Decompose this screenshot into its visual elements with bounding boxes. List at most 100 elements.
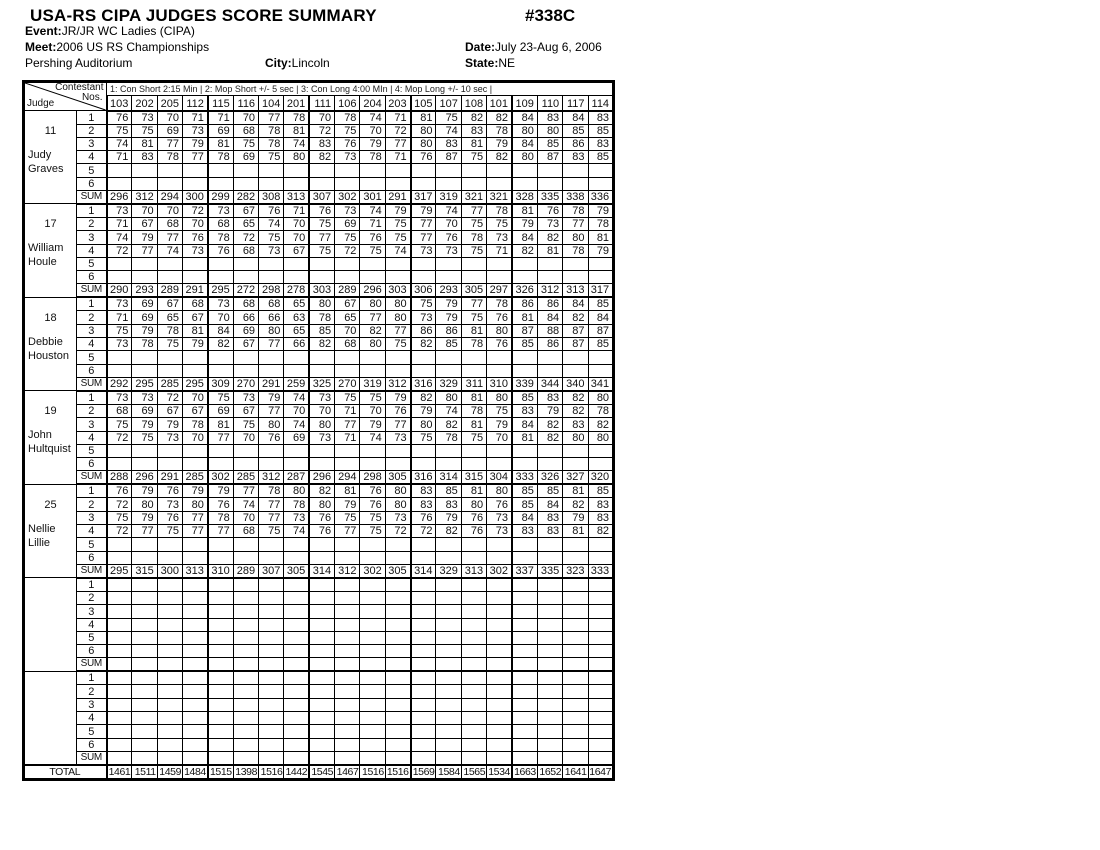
score-cell bbox=[308, 443, 336, 459]
score-cell bbox=[409, 684, 437, 699]
score-cell bbox=[460, 270, 488, 285]
score-cell: 70 bbox=[131, 203, 158, 218]
score-cell bbox=[536, 617, 564, 632]
score-cell bbox=[384, 550, 412, 565]
sum-cell: 338 bbox=[562, 190, 589, 205]
row-label: 1 bbox=[76, 670, 107, 686]
score-cell: 70 bbox=[182, 430, 209, 445]
score-cell: 78 bbox=[156, 323, 184, 339]
sum-cell bbox=[105, 657, 133, 673]
program-header: 1: Con Short 2:15 Min | 2: Mop Short +/-… bbox=[105, 81, 615, 96]
score-cell bbox=[562, 697, 589, 713]
score-cell bbox=[587, 724, 615, 739]
sum-cell: 314 bbox=[308, 563, 336, 579]
score-cell bbox=[258, 697, 285, 713]
score-cell bbox=[334, 684, 361, 699]
score-cell: 73 bbox=[258, 243, 285, 258]
score-cell bbox=[384, 457, 412, 472]
score-cell bbox=[334, 737, 361, 752]
sum-cell: 316 bbox=[409, 470, 437, 486]
score-cell: 75 bbox=[334, 510, 361, 526]
score-cell: 84 bbox=[510, 417, 538, 432]
score-cell: 79 bbox=[384, 203, 412, 218]
date-value: July 23-Aug 6, 2006 bbox=[495, 40, 602, 54]
contestant-number: 106 bbox=[334, 95, 361, 112]
score-cell: 80 bbox=[258, 417, 285, 432]
score-cell: 71 bbox=[384, 110, 412, 125]
sum-cell: 296 bbox=[359, 283, 386, 299]
score-cell: 74 bbox=[435, 203, 462, 218]
score-cell bbox=[435, 617, 462, 632]
score-cell bbox=[105, 363, 133, 378]
score-cell bbox=[486, 363, 513, 378]
sum-cell: 303 bbox=[308, 283, 336, 299]
row-label: 1 bbox=[76, 483, 107, 499]
score-cell: 75 bbox=[409, 430, 437, 445]
score-cell bbox=[384, 644, 412, 659]
score-cell: 70 bbox=[486, 430, 513, 445]
sum-cell: 317 bbox=[587, 283, 615, 299]
row-label: 1 bbox=[76, 203, 107, 218]
score-cell: 86 bbox=[536, 337, 564, 352]
score-cell bbox=[510, 577, 538, 592]
score-cell bbox=[359, 644, 386, 659]
score-cell: 78 bbox=[587, 403, 615, 419]
diagonal-divider bbox=[25, 83, 106, 110]
sum-cell: 295 bbox=[206, 283, 234, 299]
score-cell: 75 bbox=[206, 390, 234, 405]
score-cell: 85 bbox=[536, 136, 564, 152]
score-cell bbox=[232, 443, 260, 459]
score-cell: 69 bbox=[156, 123, 184, 138]
score-cell bbox=[409, 443, 437, 459]
score-cell bbox=[131, 644, 158, 659]
sum-cell: 270 bbox=[334, 376, 361, 392]
sum-cell: 321 bbox=[486, 190, 513, 205]
row-label: SUM bbox=[76, 657, 107, 673]
score-cell: 79 bbox=[131, 323, 158, 339]
page-title: USA-RS CIPA JUDGES SCORE SUMMARY bbox=[30, 6, 377, 25]
score-cell: 65 bbox=[283, 323, 310, 339]
score-cell bbox=[409, 270, 437, 285]
score-cell: 75 bbox=[308, 216, 336, 232]
row-label: 5 bbox=[76, 256, 107, 272]
score-cell: 63 bbox=[283, 310, 310, 325]
score-cell bbox=[232, 737, 260, 752]
sum-cell bbox=[182, 657, 209, 673]
score-cell bbox=[460, 630, 488, 646]
sum-cell: 287 bbox=[283, 470, 310, 486]
score-cell: 79 bbox=[409, 203, 437, 218]
row-label: 6 bbox=[76, 550, 107, 565]
score-cell bbox=[435, 577, 462, 592]
sum-cell: 300 bbox=[182, 190, 209, 205]
score-cell bbox=[283, 590, 310, 606]
score-cell bbox=[182, 270, 209, 285]
sum-cell: 294 bbox=[334, 470, 361, 486]
score-cell bbox=[510, 710, 538, 726]
score-cell bbox=[460, 577, 488, 592]
score-cell bbox=[206, 697, 234, 713]
score-cell: 68 bbox=[232, 524, 260, 539]
score-cell bbox=[359, 350, 386, 365]
score-cell: 79 bbox=[435, 296, 462, 312]
score-cell: 81 bbox=[460, 323, 488, 339]
row-label: 6 bbox=[76, 176, 107, 191]
score-cell: 77 bbox=[182, 524, 209, 539]
score-cell bbox=[409, 537, 437, 552]
score-cell bbox=[359, 457, 386, 472]
score-cell: 85 bbox=[587, 337, 615, 352]
score-cell: 82 bbox=[308, 150, 336, 165]
score-cell: 66 bbox=[283, 337, 310, 352]
score-cell bbox=[587, 363, 615, 378]
judge-cell bbox=[23, 577, 77, 672]
score-cell bbox=[182, 256, 209, 272]
score-cell: 76 bbox=[308, 203, 336, 218]
score-cell: 75 bbox=[359, 243, 386, 258]
score-cell: 67 bbox=[283, 243, 310, 258]
row-label: 6 bbox=[76, 363, 107, 378]
contestant-number: 104 bbox=[258, 95, 285, 112]
score-cell: 75 bbox=[334, 123, 361, 138]
score-cell bbox=[258, 256, 285, 272]
score-cell: 71 bbox=[359, 216, 386, 232]
sum-cell: 293 bbox=[435, 283, 462, 299]
score-cell bbox=[587, 670, 615, 686]
